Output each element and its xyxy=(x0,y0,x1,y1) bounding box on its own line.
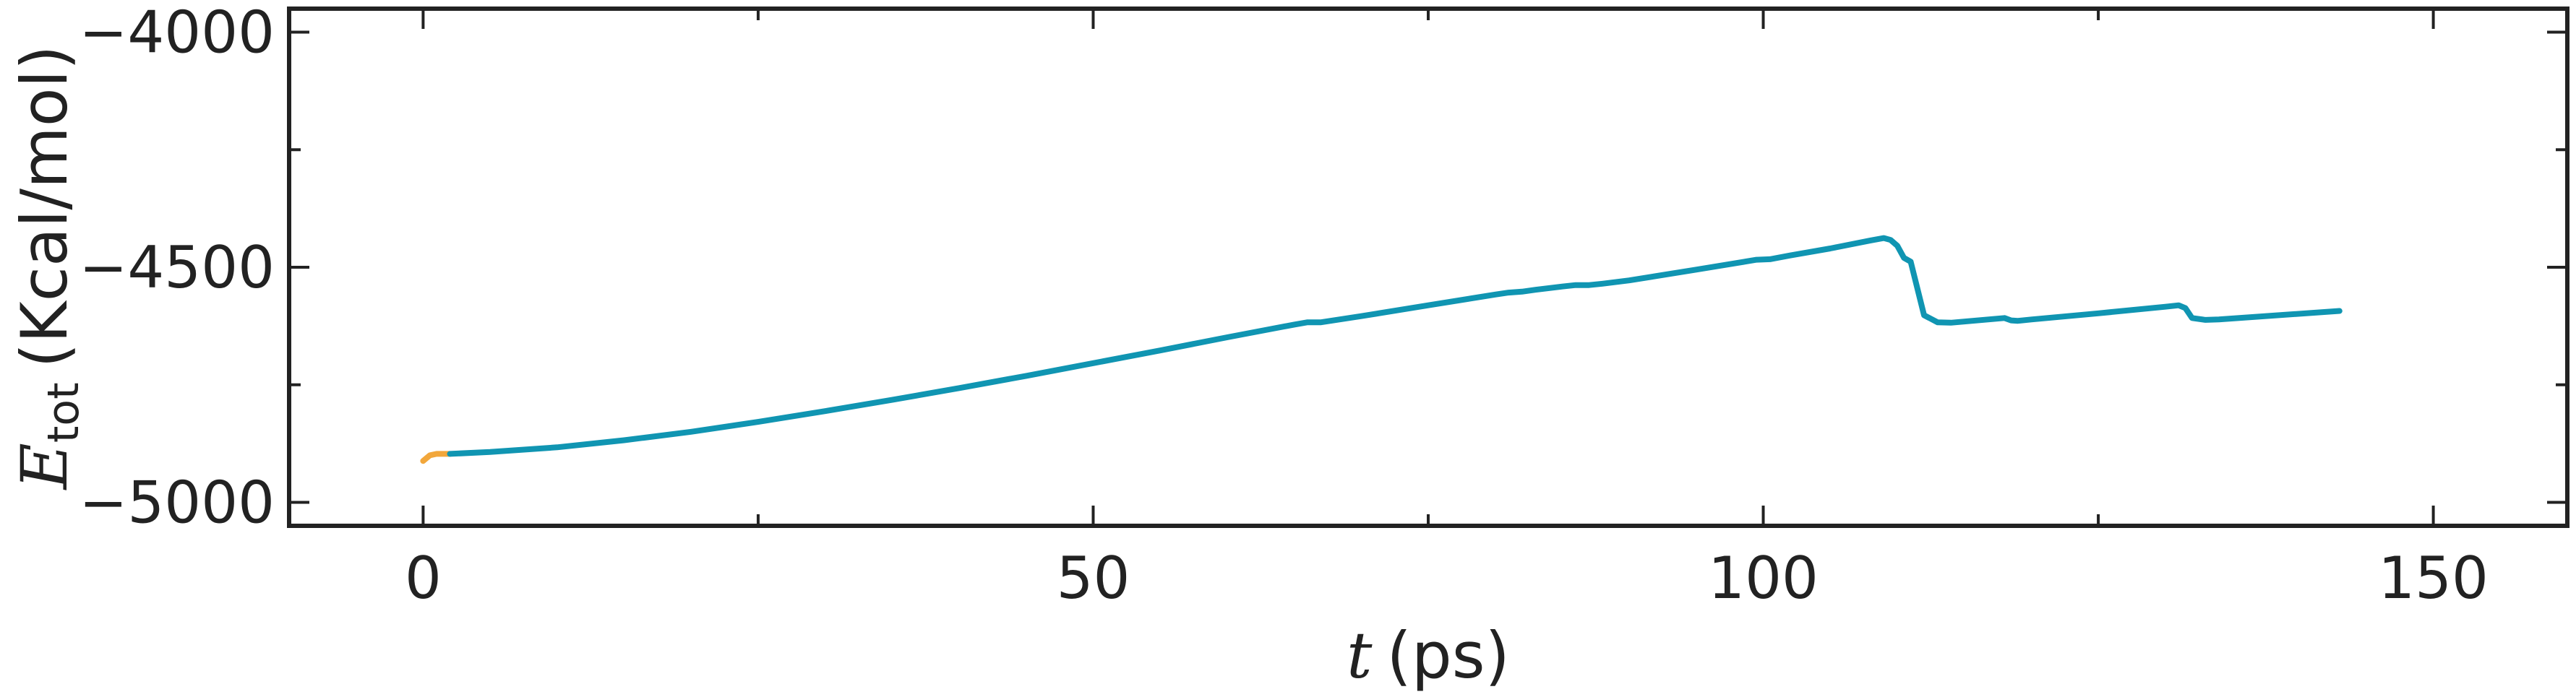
y-axis-subscript: tot xyxy=(38,382,89,443)
y-axis-variable: E xyxy=(7,443,82,490)
series-layer xyxy=(420,235,2343,464)
major-ticks xyxy=(289,9,2567,526)
y-tick-label: −5000 xyxy=(79,469,275,536)
minor-ticks xyxy=(289,9,2567,526)
x-tick-label: 100 xyxy=(1708,545,1819,612)
y-tick-label: −4500 xyxy=(79,234,275,301)
y-axis-title: Etot (Kcal/mol) xyxy=(7,46,89,491)
series-line-2 xyxy=(447,235,2343,457)
x-tick-label: 50 xyxy=(1057,545,1130,612)
x-tick-labels: 0 50 100 150 xyxy=(405,545,2489,612)
x-tick-label: 0 xyxy=(405,545,442,612)
x-axis-unit: (ps) xyxy=(1387,618,1510,693)
y-tick-labels: −5000 −4500 −4000 xyxy=(79,0,275,536)
x-tick-label: 150 xyxy=(2378,545,2489,612)
plot-frame xyxy=(287,7,2569,528)
y-axis-unit: (Kcal/mol) xyxy=(7,46,82,368)
series-line-1 xyxy=(420,451,453,464)
y-tick-label: −4000 xyxy=(79,0,275,66)
x-axis-title: t (ps) xyxy=(1347,618,1510,693)
x-axis-variable: t xyxy=(1347,618,1373,693)
